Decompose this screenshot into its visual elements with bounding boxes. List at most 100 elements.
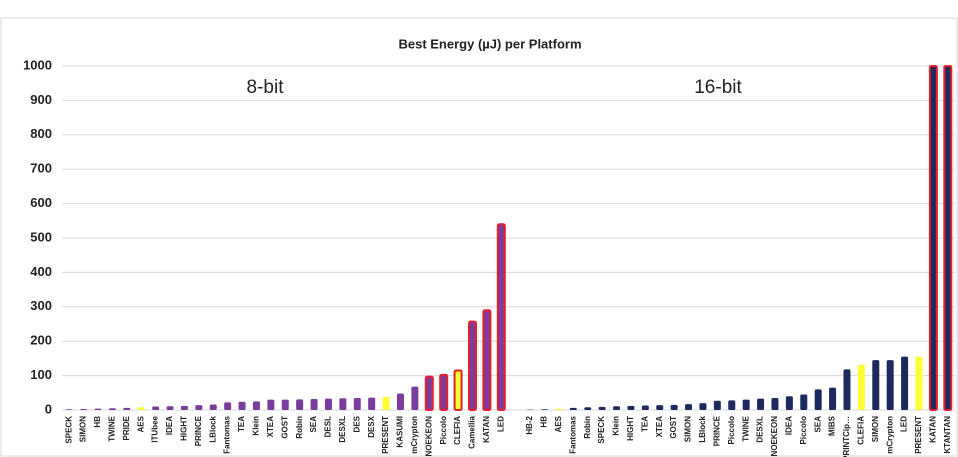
bar bbox=[180, 405, 188, 410]
bar bbox=[569, 407, 577, 410]
bar bbox=[324, 398, 332, 410]
x-tick-label: SEA bbox=[813, 416, 822, 433]
x-tick-label: HIGHT bbox=[626, 416, 635, 441]
bar bbox=[742, 399, 750, 410]
y-tick-label: 100 bbox=[30, 367, 52, 382]
bar bbox=[65, 409, 73, 410]
x-tick-label: Robin bbox=[583, 416, 592, 439]
bar bbox=[670, 404, 678, 410]
x-tick-label: CLEFIA bbox=[856, 416, 865, 445]
x-tick-label: DESX bbox=[367, 415, 376, 437]
x-tick-label: PRINCE bbox=[194, 415, 203, 446]
bar bbox=[439, 373, 449, 411]
y-tick-label: 900 bbox=[30, 92, 52, 107]
x-tick-label: LED bbox=[900, 416, 909, 432]
x-tick-label: mCrypton bbox=[410, 416, 419, 454]
x-tick-label: DESXL bbox=[338, 416, 347, 443]
bar bbox=[411, 386, 419, 410]
bar bbox=[800, 394, 808, 410]
bar bbox=[310, 398, 318, 410]
x-tick-label: HB bbox=[540, 416, 549, 428]
x-tick-label: LED bbox=[496, 416, 505, 432]
bar bbox=[424, 375, 434, 411]
bar bbox=[123, 407, 131, 410]
x-tick-label: DESXL bbox=[756, 416, 765, 443]
bar bbox=[872, 360, 880, 410]
x-tick-label: KATAN bbox=[482, 416, 491, 443]
x-tick-label: TWINE bbox=[108, 415, 117, 441]
y-tick-label: 200 bbox=[30, 333, 52, 348]
x-tick-label: KTANTAN bbox=[943, 416, 952, 454]
x-tick-label: AES bbox=[136, 415, 145, 432]
bar bbox=[699, 403, 707, 410]
x-tick-label: HIGHT bbox=[180, 416, 189, 441]
bar bbox=[353, 397, 361, 410]
x-tick-label: TEA bbox=[640, 416, 649, 432]
bar bbox=[685, 404, 693, 410]
x-tick-label: PRIDE bbox=[122, 415, 131, 440]
x-tick-label: Piccolo bbox=[799, 416, 808, 445]
x-tick-label: PRESENT bbox=[381, 416, 390, 454]
chart-title: Best Energy (µJ) per Platform bbox=[398, 36, 581, 51]
bar bbox=[296, 399, 304, 410]
bar bbox=[598, 406, 606, 410]
bar bbox=[757, 398, 765, 410]
x-tick-label: TWINE bbox=[741, 415, 750, 441]
bar bbox=[857, 364, 865, 410]
x-tick-label: SEA bbox=[309, 416, 318, 433]
bar bbox=[901, 356, 909, 410]
bar bbox=[496, 223, 506, 411]
bar bbox=[467, 320, 477, 412]
bar bbox=[785, 396, 793, 410]
x-tick-label: MIBS bbox=[828, 415, 837, 436]
x-tick-label: SIMON bbox=[871, 416, 880, 442]
x-tick-label: KATAN bbox=[929, 416, 938, 443]
x-tick-label: KASUMI bbox=[396, 416, 405, 448]
bar bbox=[814, 389, 822, 410]
bar bbox=[382, 396, 390, 410]
x-tick-label: Camellia bbox=[468, 415, 477, 448]
bar bbox=[943, 65, 953, 411]
bar bbox=[267, 399, 275, 410]
x-tick-label: Klein bbox=[252, 416, 261, 436]
x-tick-label: NOEKEON bbox=[770, 416, 779, 457]
y-tick-label: 800 bbox=[30, 126, 52, 141]
x-tick-label: XTEA bbox=[655, 416, 664, 438]
bar bbox=[541, 409, 549, 410]
bar bbox=[209, 404, 217, 410]
bar bbox=[584, 407, 592, 410]
x-tick-label: IDEA bbox=[165, 416, 174, 435]
y-tick-label: 600 bbox=[30, 195, 52, 210]
x-tick-label: PRESENT bbox=[914, 416, 923, 454]
bar bbox=[627, 405, 635, 410]
bar bbox=[713, 400, 721, 410]
x-tick-label: SIMON bbox=[79, 416, 88, 442]
x-tick-label: TEA bbox=[237, 416, 246, 432]
bar bbox=[195, 405, 203, 410]
y-tick-label: 300 bbox=[30, 298, 52, 313]
x-tick-label: CLEFIA bbox=[453, 416, 462, 445]
x-tick-label: AES bbox=[554, 415, 563, 432]
bar bbox=[555, 408, 563, 410]
x-tick-label: SPECK bbox=[64, 416, 73, 444]
x-tick-label: IDEA bbox=[784, 416, 793, 435]
bar bbox=[238, 401, 246, 410]
bar bbox=[656, 405, 664, 410]
x-tick-label: Fantomas bbox=[223, 415, 232, 453]
bar bbox=[453, 369, 463, 412]
chart-frame bbox=[0, 17, 958, 457]
x-tick-label: Piccolo bbox=[439, 416, 448, 445]
x-tick-label: HB-2 bbox=[525, 415, 534, 434]
x-tick-label: Piccolo bbox=[727, 416, 736, 445]
x-tick-label: XTEA bbox=[266, 416, 275, 438]
x-tick-label: DESL bbox=[324, 416, 333, 437]
y-tick-label: 1000 bbox=[23, 57, 52, 72]
x-tick-label: Fantomas bbox=[568, 415, 577, 453]
x-tick-label: GOST bbox=[669, 416, 678, 439]
y-tick-label: 400 bbox=[30, 264, 52, 279]
bar bbox=[771, 397, 779, 410]
bar bbox=[368, 397, 376, 410]
bar bbox=[94, 408, 102, 410]
x-tick-label: Klein bbox=[612, 416, 621, 436]
y-tick-label: 0 bbox=[45, 401, 52, 416]
